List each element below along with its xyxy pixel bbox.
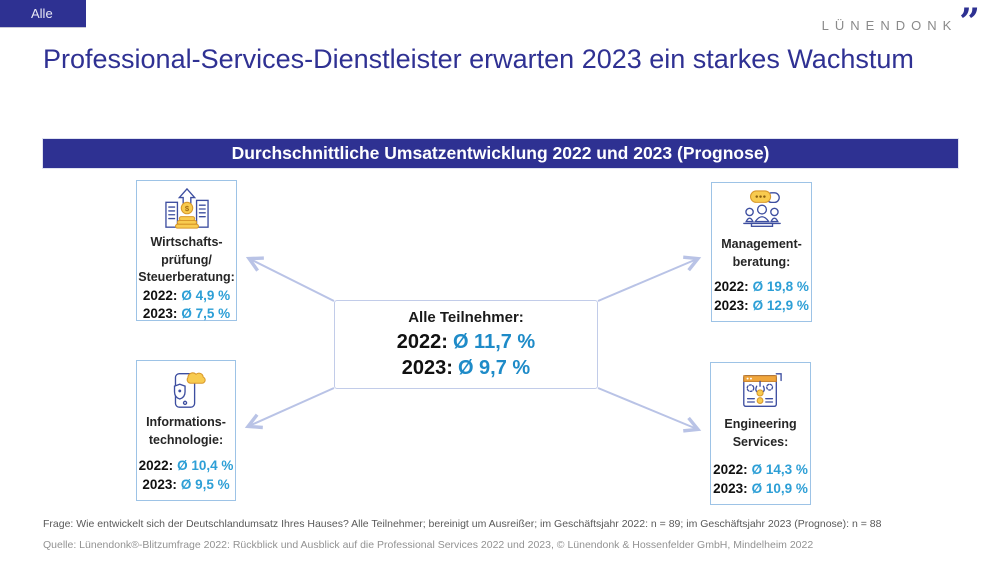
segment-values: 2022: Ø 19,8 % 2023: Ø 12,9 % (714, 278, 809, 316)
segment-box-engineering-services: Engineering Services: 2022: Ø 14,3 % 2023… (710, 362, 811, 505)
center-box-title: Alle Teilnehmer: (408, 308, 524, 326)
page-title: Professional-Services-Dienstleister erwa… (43, 44, 914, 74)
chart-banner: Durchschnittliche Umsatzentwicklung 2022… (43, 139, 958, 168)
arrow-to-wirtschaftspruefung (245, 256, 335, 302)
filter-tab-label: Alle (31, 6, 53, 21)
svg-text:$: $ (184, 204, 189, 213)
segment-label: Wirtschafts- prüfung/ Steuerberatung: (138, 235, 235, 284)
value-2022: Ø 19,8 % (752, 279, 809, 295)
value-2022: Ø 4,9 % (181, 287, 231, 303)
team-speech-bubble-icon (737, 189, 787, 233)
footnote-frage: Frage: Wie entwickelt sich der Deutschla… (43, 518, 882, 530)
year-label: 2022: (396, 330, 448, 353)
robotic-claw-window-icon (736, 369, 786, 413)
value-2023: Ø 9,5 % (180, 477, 230, 493)
segment-label: Engineering Services: (724, 417, 797, 449)
segment-label: Management- beratung: (721, 237, 802, 269)
segment-box-informationstechnologie: Informations- technologie: 2022: Ø 10,4 %… (136, 360, 236, 501)
logo-wordmark: LÜNENDONK (821, 18, 958, 33)
year-label: 2022: (142, 287, 178, 303)
value-2023: Ø 12,9 % (752, 298, 809, 314)
year-label: 2023: (142, 306, 178, 322)
year-label: 2023: (142, 477, 177, 493)
value-2022: Ø 14,3 % (751, 462, 808, 478)
year-label: 2023: (714, 298, 749, 314)
year-label: 2022: (714, 279, 749, 295)
center-value-row-2023: 2023: Ø 9,7 % (402, 355, 530, 381)
segment-box-managementberatung: Management- beratung: 2022: Ø 19,8 % 2023… (711, 182, 812, 322)
footnote-quelle: Quelle: Lünendonk®-Blitzumfrage 2022: Rü… (43, 539, 814, 551)
center-value-row-2022: 2022: Ø 11,7 % (397, 329, 535, 355)
value-2023: Ø 7,5 % (181, 306, 231, 322)
segment-label: Informations- technologie: (146, 415, 226, 447)
buildings-coins-icon: $ (162, 187, 212, 231)
value-2022: Ø 10,4 % (177, 458, 234, 474)
year-label: 2022: (138, 458, 174, 474)
arrow-to-informationstechnologie (244, 387, 335, 430)
segment-values: 2022: Ø 4,9 % 2023: Ø 7,5 % (143, 287, 230, 325)
year-label: 2022: (713, 462, 748, 478)
segment-values: 2022: Ø 10,4 % 2023: Ø 9,5 % (139, 457, 234, 495)
value-2023: Ø 9,7 % (457, 356, 531, 379)
value-2023: Ø 10,9 % (751, 481, 808, 497)
quote-mark-icon: ” (959, 1, 980, 43)
segment-values: 2022: Ø 14,3 % 2023: Ø 10,9 % (713, 461, 808, 499)
segment-box-wirtschaftspruefung: $ Wirtschafts- prüfung/ Steuerberatung: … (136, 180, 237, 321)
arrow-to-managementberatung (597, 255, 702, 302)
luenendonk-logo: LÜNENDONK ” (821, 1, 980, 43)
arrow-to-engineering-services (597, 387, 702, 433)
year-label: 2023: (713, 481, 748, 497)
filter-tab-alle[interactable]: Alle (0, 0, 86, 27)
chart-banner-title: Durchschnittliche Umsatzentwicklung 2022… (231, 143, 770, 163)
center-box-alle-teilnehmer: Alle Teilnehmer: 2022: Ø 11,7 % 2023: Ø 9,… (334, 300, 598, 389)
smartphone-cloud-shield-icon (161, 367, 211, 411)
value-2022: Ø 11,7 % (452, 330, 536, 353)
year-label: 2023: (401, 356, 453, 379)
